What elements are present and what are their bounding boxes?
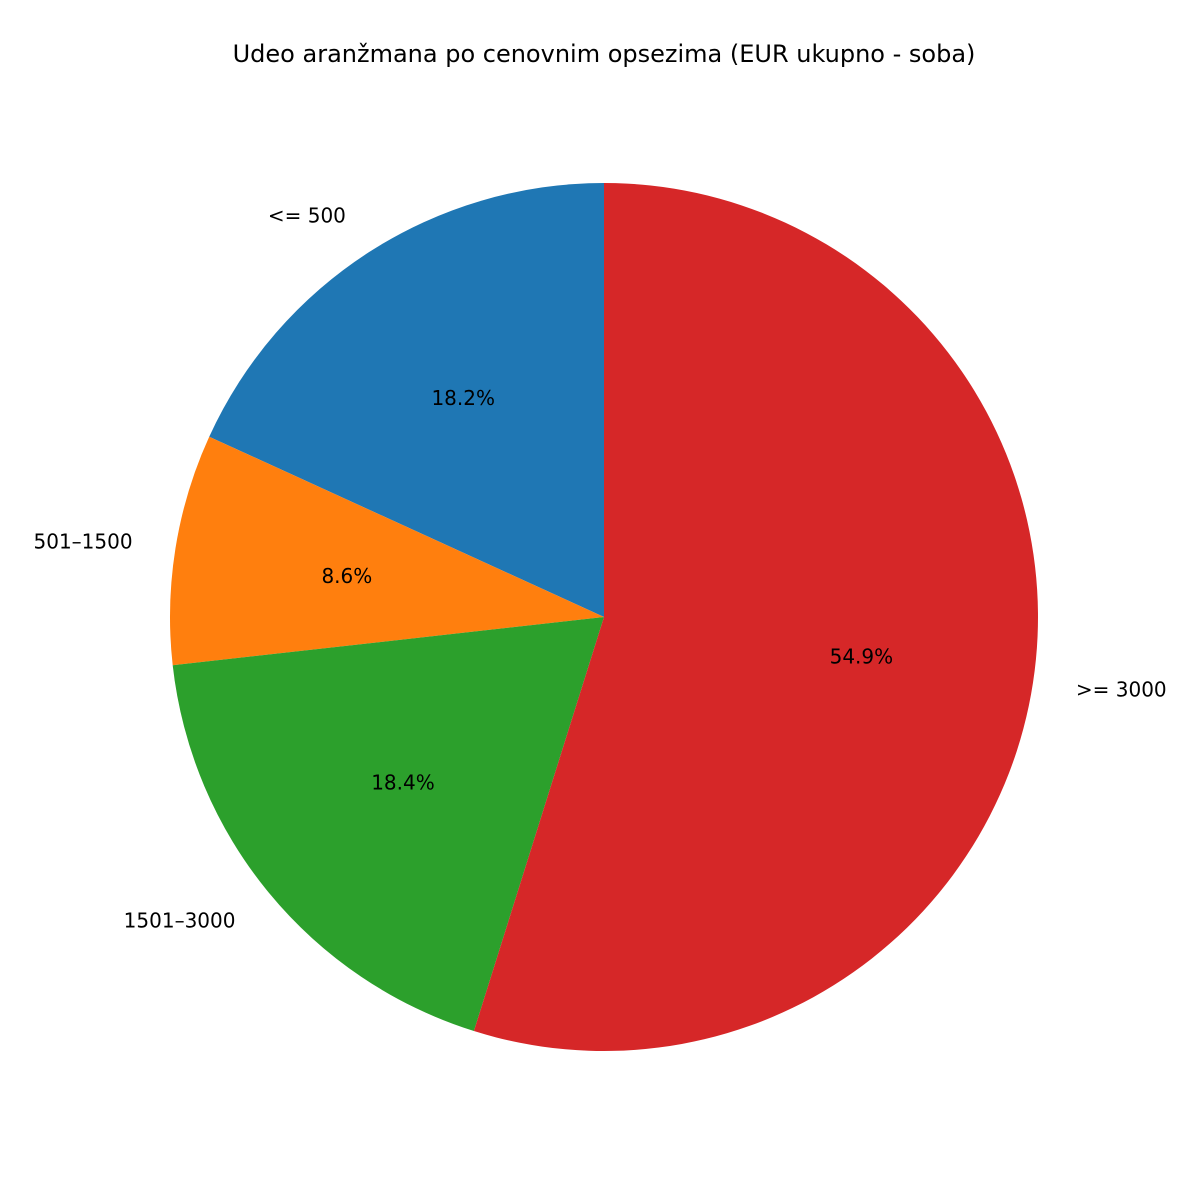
slice-percent-label: 18.4% (371, 771, 435, 795)
slice-category-label: <= 500 (268, 203, 346, 227)
chart-title: Udeo aranžmana po cenovnim opsezima (EUR… (233, 40, 976, 68)
pie-slice (473, 183, 1038, 1051)
pie-slice (169, 436, 604, 666)
slice-category-label: 501–1500 (34, 530, 133, 554)
slice-category-label: >= 3000 (1076, 677, 1167, 701)
pie-slice (172, 617, 604, 1032)
pie-labels: 18.2% <= 500 8.6% 501–1500 18.4% 1501–3000 54.… (34, 203, 1167, 932)
slice-category-label: 1501–3000 (124, 908, 236, 932)
slice-percent-label: 18.2% (431, 386, 495, 410)
pie-slice (209, 183, 604, 617)
slice-percent-label: 54.9% (830, 644, 894, 668)
slice-percent-label: 8.6% (321, 564, 372, 588)
pie-slices (169, 183, 1038, 1051)
